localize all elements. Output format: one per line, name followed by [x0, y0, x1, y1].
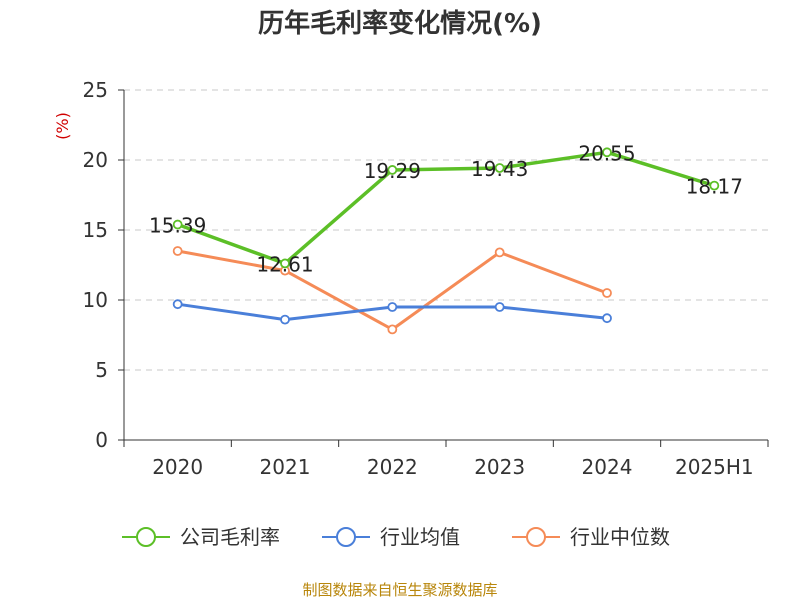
x-tick-label: 2023	[474, 455, 525, 479]
x-tick-label: 2024	[582, 455, 633, 479]
series-line	[177, 150, 715, 266]
y-tick-label: 0	[95, 428, 108, 452]
data-point	[172, 219, 183, 230]
y-axis-unit: (%)	[53, 112, 72, 140]
legend-swatch-marker	[526, 527, 546, 547]
data-label: 19.29	[364, 159, 421, 183]
legend: 公司毛利率 行业均值 行业中位数	[122, 525, 670, 549]
data-label: 15.39	[149, 214, 206, 238]
data-label: 19.43	[471, 157, 528, 181]
legend-swatch-marker	[136, 527, 156, 547]
data-point	[494, 247, 505, 258]
data-point	[172, 246, 183, 256]
series-line	[177, 249, 608, 331]
gridlines	[124, 89, 768, 371]
data-label: 12.61	[256, 252, 313, 276]
y-tick-label: 10	[83, 288, 108, 312]
data-point	[494, 163, 505, 173]
data-point	[387, 165, 398, 175]
legend-swatch-marker	[336, 527, 356, 547]
x-tick-label: 2020	[152, 455, 203, 479]
data-point	[387, 302, 398, 312]
x-tick-label: 2022	[367, 455, 418, 479]
y-tick-label: 5	[95, 358, 108, 382]
data-point	[709, 180, 720, 191]
data-point	[280, 314, 290, 325]
data-point	[602, 147, 612, 158]
data-point	[172, 299, 183, 310]
y-tick-label: 15	[83, 218, 108, 242]
series-lines	[172, 147, 720, 335]
y-tick-label: 20	[83, 148, 108, 172]
x-tick-label: 2025H1	[675, 455, 754, 479]
data-point	[602, 313, 612, 324]
y-tick-label: 25	[83, 78, 108, 102]
chart-title: 历年毛利率变化情况(%)	[258, 8, 542, 39]
data-point	[602, 288, 612, 298]
data-point	[387, 324, 398, 335]
legend-label: 公司毛利率	[180, 525, 280, 549]
source-note: 制图数据来自恒生聚源数据库	[302, 581, 497, 599]
data-label: 18.17	[686, 175, 743, 199]
legend-label: 行业中位数	[570, 525, 670, 549]
legend-label: 行业均值	[380, 525, 460, 549]
axes: 0 5 10 15 20 25 2020 2021 2022 2023 2024 2025H1	[83, 78, 769, 479]
data-point	[494, 302, 505, 312]
data-point	[280, 258, 290, 269]
data-labels: 15.39 12.61 19.29 19.43 20.55 18.17	[149, 141, 743, 276]
data-label: 20.55	[578, 141, 635, 165]
x-tick-label: 2021	[260, 455, 311, 479]
